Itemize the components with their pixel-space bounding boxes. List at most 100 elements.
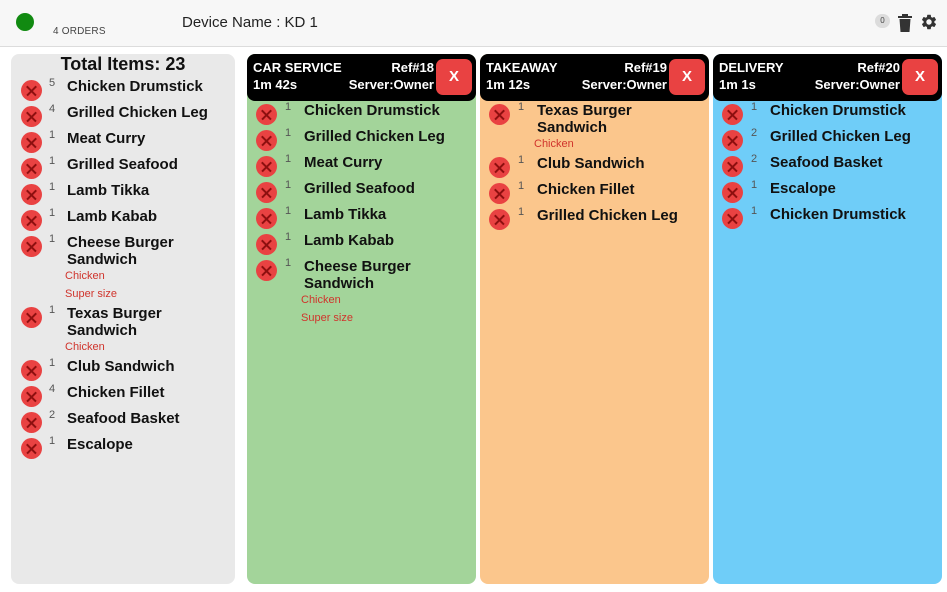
settings-button[interactable] [920,13,938,31]
order-card-header: DELIVERY Ref#20 1m 1s Server:Owner X [713,54,942,101]
item-quantity: 1 [49,129,56,141]
item-quantity: 2 [49,409,56,421]
remove-item-icon[interactable] [489,157,510,178]
item-name: Chicken Drumstick [67,78,203,95]
remove-item-icon[interactable] [21,360,42,381]
item-quantity: 1 [518,101,525,113]
remove-item-icon[interactable] [256,260,277,281]
remove-item-icon[interactable] [21,210,42,231]
remove-item-icon[interactable] [489,209,510,230]
remove-item-icon[interactable] [21,307,42,328]
item-name: Texas Burger Sandwich [67,305,162,339]
order-server: Server:Owner [814,77,900,92]
item-name: Chicken Fillet [67,384,165,401]
trash-icon [898,14,912,32]
item-name: Club Sandwich [67,358,175,375]
item-name: Grilled Chicken Leg [537,207,678,224]
device-name: Device Name : KD 1 [182,14,318,31]
remove-item-icon[interactable] [21,236,42,257]
close-order-button[interactable]: X [902,59,938,95]
item-name: Seafood Basket [67,410,180,427]
item-quantity: 1 [751,205,758,217]
item-modifier: Super size [65,288,117,300]
notification-badge[interactable]: 0 [875,14,890,28]
remove-item-icon[interactable] [489,104,510,125]
item-quantity: 2 [751,127,758,139]
close-order-button[interactable]: X [436,59,472,95]
item-quantity: 1 [49,357,56,369]
remove-item-icon[interactable] [722,208,743,229]
order-elapsed-time: 1m 42s [253,77,298,92]
item-name: Grilled Seafood [67,156,178,173]
item-quantity: 1 [49,304,56,316]
item-quantity: 1 [285,231,292,243]
remove-item-icon[interactable] [489,183,510,204]
item-modifier: Chicken [534,138,574,150]
trash-button[interactable] [897,14,913,32]
order-card-delivery: DELIVERY Ref#20 1m 1s Server:Owner X 1 Ch… [713,54,942,584]
order-type: TAKEAWAY [486,60,558,75]
item-quantity: 2 [751,153,758,165]
item-quantity: 1 [751,101,758,113]
remove-item-icon[interactable] [722,104,743,125]
item-name: Escalope [67,436,133,453]
item-name: Meat Curry [304,154,383,171]
remove-item-icon[interactable] [256,182,277,203]
item-name: Grilled Chicken Leg [770,128,911,145]
item-name: Chicken Fillet [537,181,635,198]
item-modifier: Chicken [65,270,105,282]
item-quantity: 1 [518,206,525,218]
order-type: CAR SERVICE [253,60,342,75]
item-quantity: 1 [285,101,292,113]
total-items-title: Total Items: 23 [60,54,186,74]
item-name: Cheese Burger Sandwich [304,258,411,292]
order-card-header: CAR SERVICE Ref#18 1m 42s Server:Owner X [247,54,476,101]
item-quantity: 4 [49,103,56,115]
item-quantity: 1 [285,153,292,165]
remove-item-icon[interactable] [21,158,42,179]
item-quantity: 5 [49,77,56,89]
item-modifier: Super size [301,312,353,324]
item-quantity: 1 [285,257,292,269]
top-bar: 4 ORDERS Device Name : KD 1 0 [0,0,947,47]
item-quantity: 1 [285,127,292,139]
remove-item-icon[interactable] [256,208,277,229]
order-elapsed-time: 1m 1s [719,77,756,92]
item-name: Chicken Drumstick [770,102,906,119]
remove-item-icon[interactable] [21,132,42,153]
connection-status-indicator [16,13,34,31]
order-type: DELIVERY [719,60,784,75]
orders-count: 4 ORDERS [53,26,106,37]
item-name: Seafood Basket [770,154,883,171]
remove-item-icon[interactable] [722,156,743,177]
remove-item-icon[interactable] [722,130,743,151]
remove-item-icon[interactable] [722,182,743,203]
item-name: Lamb Tikka [304,206,387,223]
remove-item-icon[interactable] [21,80,42,101]
order-elapsed-time: 1m 12s [486,77,531,92]
item-name: Club Sandwich [537,155,645,172]
item-modifier: Chicken [301,294,341,306]
remove-item-icon[interactable] [21,184,42,205]
order-server: Server:Owner [348,77,434,92]
item-quantity: 1 [49,155,56,167]
item-name: Grilled Chicken Leg [67,104,208,121]
remove-item-icon[interactable] [21,438,42,459]
order-card-car-service: CAR SERVICE Ref#18 1m 42s Server:Owner X… [247,54,476,584]
remove-item-icon[interactable] [256,104,277,125]
close-order-button[interactable]: X [669,59,705,95]
remove-item-icon[interactable] [256,156,277,177]
item-name: Grilled Seafood [304,180,415,197]
gear-icon [921,14,937,30]
remove-item-icon[interactable] [21,386,42,407]
remove-item-icon[interactable] [21,412,42,433]
remove-item-icon[interactable] [256,234,277,255]
order-ref: Ref#20 [857,60,900,75]
remove-item-icon[interactable] [21,106,42,127]
item-name: Chicken Drumstick [304,102,440,119]
item-name: Texas Burger Sandwich [537,102,632,136]
remove-item-icon[interactable] [256,130,277,151]
order-card-header: TAKEAWAY Ref#19 1m 12s Server:Owner X [480,54,709,101]
item-name: Grilled Chicken Leg [304,128,445,145]
